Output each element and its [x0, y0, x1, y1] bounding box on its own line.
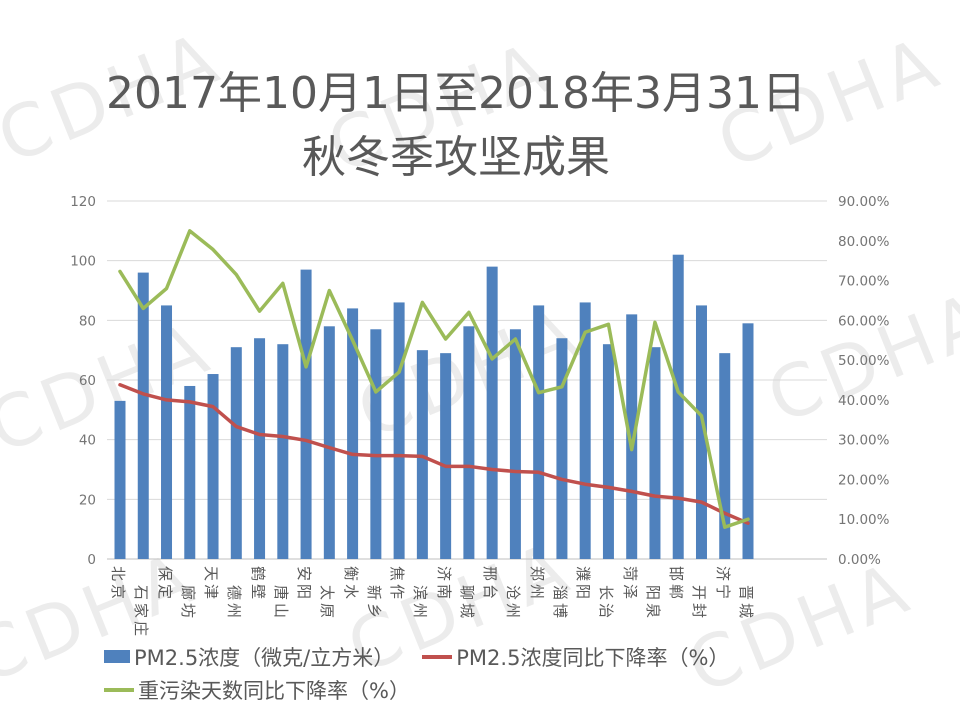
- pm25-bar: [486, 266, 498, 559]
- pm25-bar: [463, 326, 475, 559]
- left-axis-tick-label: 0: [87, 552, 96, 568]
- chart-title-line2: 秋冬季攻坚成果: [302, 132, 610, 183]
- x-axis-city-label: 郑州: [527, 566, 546, 603]
- pm25-bar: [300, 269, 312, 559]
- legend-label: PM2.5浓度同比下降率（%）: [456, 645, 730, 670]
- x-axis-city-label: 德州: [225, 585, 244, 622]
- x-axis-city-label: 焦作: [388, 566, 407, 603]
- x-axis-city-label: 菏泽: [620, 566, 639, 603]
- pm25-decline-line: [118, 383, 750, 525]
- right-axis-tick-label: 60.00%: [838, 313, 890, 329]
- x-axis-city-label: 济南: [434, 566, 453, 603]
- pm25-bar: [579, 302, 591, 559]
- legend-row: 重污染天数同比下降率（%）: [104, 673, 904, 706]
- left-axis-tick-label: 60: [79, 373, 96, 389]
- pm25-bar: [509, 329, 521, 559]
- x-axis-city-label: 石家庄: [132, 585, 151, 640]
- left-axis-tick-label: 40: [79, 433, 96, 449]
- x-axis-city-label: 滨州: [411, 585, 430, 622]
- pm25-bar: [672, 254, 684, 559]
- x-axis-city-label: 衡水: [341, 566, 360, 603]
- right-axis-tick-label: 30.00%: [838, 433, 890, 449]
- pm25-bar: [277, 344, 289, 559]
- left-axis-tick-label: 80: [79, 313, 96, 329]
- right-axis-tick-label: 20.00%: [838, 472, 890, 488]
- pm25-bar: [556, 338, 568, 559]
- pm25-bar: [370, 329, 382, 559]
- x-axis-city-label: 天津: [202, 566, 221, 603]
- right-axis-tick-label: 90.00%: [838, 194, 890, 210]
- x-axis-city-label: 淄博: [550, 585, 569, 622]
- pm25-bar: [742, 323, 754, 559]
- pm25-bar: [440, 353, 452, 559]
- legend-line-swatch: [422, 654, 453, 659]
- left-axis-tick-label: 20: [79, 492, 96, 508]
- right-axis-tick-label: 70.00%: [838, 274, 890, 290]
- pm25-bar: [323, 326, 335, 559]
- legend-bar-swatch: [104, 650, 130, 663]
- x-axis-city-label: 济宁: [713, 566, 732, 603]
- right-axis-tick-label: 10.00%: [838, 512, 890, 528]
- pm25-bar: [533, 305, 545, 559]
- x-axis-city-label: 北京: [109, 566, 127, 603]
- x-axis-city-label: 太原: [318, 585, 337, 622]
- chart-title-line1: 2017年10月1日至2018年3月31日: [106, 68, 806, 119]
- legend-row: PM2.5浓度（微克/立方米） PM2.5浓度同比下降率（%）: [104, 640, 904, 673]
- x-axis-city-label: 唐山: [271, 585, 290, 622]
- pm25-bar: [347, 308, 359, 559]
- x-axis-city-label: 廊坊: [178, 585, 197, 622]
- pm25-bar: [695, 305, 707, 559]
- x-axis-city-label: 长治: [597, 585, 616, 622]
- chart-title: 2017年10月1日至2018年3月31日 秋冬季攻坚成果: [0, 62, 912, 190]
- pm25-bar: [254, 338, 266, 559]
- pm25-bar: [649, 347, 661, 559]
- pm25-bar: [184, 385, 196, 559]
- right-axis-tick-label: 80.00%: [838, 234, 890, 250]
- right-axis-tick-label: 0.00%: [838, 552, 881, 568]
- x-axis-city-label: 晋城: [737, 585, 755, 622]
- pm25-bar: [137, 272, 149, 559]
- x-axis-city-label: 邢台: [481, 566, 500, 603]
- x-axis-city-label: 聊城: [457, 585, 476, 622]
- right-axis-tick-label: 50.00%: [838, 353, 890, 369]
- x-axis-city-label: 邯郸: [667, 566, 686, 603]
- x-axis-city-label: 沧州: [504, 585, 523, 622]
- pm25-bar: [602, 344, 614, 559]
- x-axis-city-label: 开封: [690, 585, 709, 622]
- pm25-bar: [207, 374, 219, 559]
- legend-item-pm25-decline: PM2.5浓度同比下降率（%）: [422, 642, 729, 672]
- legend-line-swatch: [104, 687, 134, 692]
- x-axis-city-label: 鹤壁: [248, 566, 267, 603]
- pm25-bar: [114, 400, 126, 559]
- x-axis-city-label: 保定: [155, 566, 174, 603]
- pm25-bar: [161, 305, 173, 559]
- chart-legend: PM2.5浓度（微克/立方米） PM2.5浓度同比下降率（%） 重污染天数同比下…: [104, 640, 904, 706]
- pm25-bar: [416, 350, 428, 559]
- legend-label: 重污染天数同比下降率（%）: [138, 678, 410, 703]
- x-axis-city-label: 新乡: [364, 585, 383, 622]
- legend-item-heavy-pollution-days-decline: 重污染天数同比下降率（%）: [104, 675, 410, 705]
- left-axis-tick-label: 100: [70, 254, 96, 270]
- x-axis-city-label: 濮阳: [574, 566, 593, 603]
- heavy-pollution-days-decline-line: [118, 229, 750, 529]
- legend-item-pm25-concentration: PM2.5浓度（微克/立方米）: [104, 642, 394, 672]
- pm25-bar: [230, 347, 242, 559]
- x-axis-city-label: 安阳: [295, 566, 314, 603]
- x-axis-city-label: 阳泉: [643, 585, 662, 622]
- right-axis-tick-label: 40.00%: [838, 393, 890, 409]
- legend-label: PM2.5浓度（微克/立方米）: [134, 645, 395, 670]
- left-axis-tick-label: 120: [70, 194, 96, 210]
- pm25-bar: [393, 302, 405, 559]
- pm25-bar: [626, 314, 638, 559]
- pm25-bar: [719, 353, 731, 559]
